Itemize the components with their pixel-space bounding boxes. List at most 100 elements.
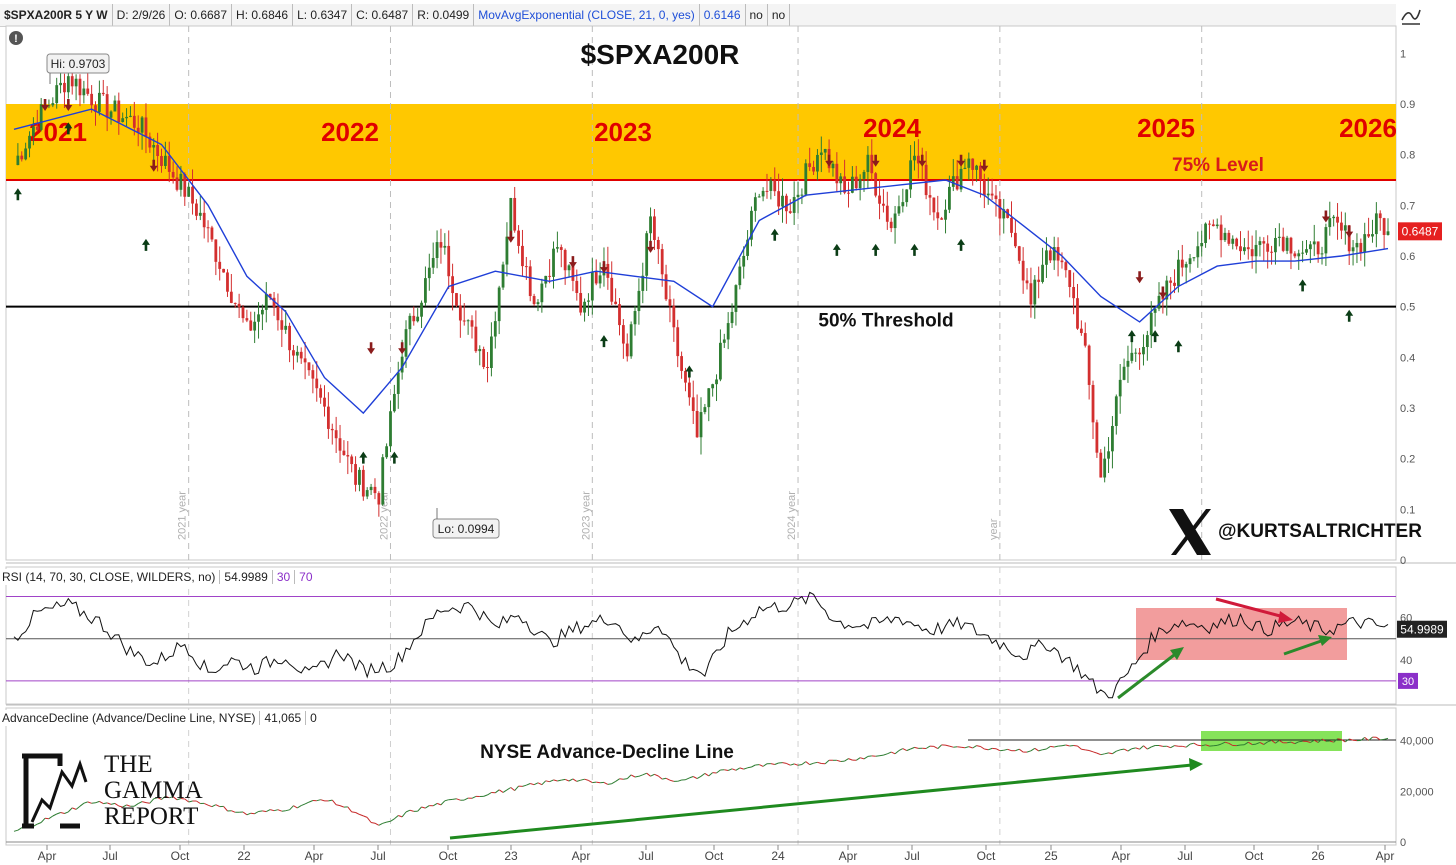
candle	[1359, 238, 1363, 261]
logo-line-3: REPORT	[104, 803, 199, 830]
candle-body	[486, 366, 489, 368]
ad-segment	[1092, 751, 1098, 754]
ad-segment	[273, 809, 279, 812]
ad-segment	[289, 805, 294, 811]
candle-body	[346, 455, 350, 457]
x-tick-label: Jul	[638, 849, 653, 863]
ema-line[interactable]	[13, 108, 1389, 415]
ad-segment	[425, 805, 430, 809]
ad-segment	[1189, 742, 1195, 745]
ad-segment	[762, 763, 768, 767]
year-label: 2022	[321, 117, 379, 147]
candle	[210, 225, 214, 242]
ad-segment	[99, 800, 104, 805]
drawing-tool-icon[interactable]	[1400, 6, 1422, 26]
candle-body	[1262, 241, 1266, 244]
year-label: 2025	[1137, 113, 1195, 143]
candle-body	[167, 155, 171, 172]
ad-segment	[118, 805, 123, 808]
candle	[656, 236, 660, 264]
candle-body	[583, 301, 586, 313]
ad-segment	[1135, 747, 1140, 750]
candle-body	[971, 158, 975, 170]
ad-segment	[995, 748, 1001, 752]
candle-body	[373, 486, 377, 494]
candle	[555, 231, 559, 253]
symbol-label[interactable]: $SPXA200R 5 Y W	[0, 4, 113, 26]
candle-body	[268, 293, 272, 298]
ad-segment	[1143, 745, 1148, 750]
ad-segment	[984, 748, 989, 751]
study-label[interactable]: MovAvgExponential (CLOSE, 21, 0, yes)	[474, 4, 700, 26]
candle-body	[955, 176, 959, 190]
candle	[1103, 446, 1107, 483]
candle-body	[412, 315, 416, 322]
candle	[474, 310, 478, 353]
candle	[1041, 247, 1044, 284]
ad-segment	[743, 767, 748, 770]
candle	[901, 188, 905, 213]
rsi-line[interactable]	[13, 591, 1389, 699]
candle-body	[490, 336, 493, 368]
ad-segment	[1185, 743, 1191, 748]
ad-segment	[770, 763, 775, 765]
ad-segment	[906, 748, 911, 752]
info-icon[interactable]	[9, 31, 23, 45]
ad-segment	[487, 792, 492, 796]
ad-segment	[107, 802, 112, 805]
candle	[307, 362, 311, 376]
candle-body	[726, 323, 730, 340]
candle-body	[1173, 282, 1176, 286]
candle	[979, 161, 982, 198]
candle-body	[629, 324, 633, 357]
candle-body	[594, 271, 598, 284]
candle-body	[575, 280, 579, 294]
buy-arrow	[141, 238, 150, 251]
candle	[295, 345, 299, 363]
candle	[493, 311, 497, 349]
ad-segment	[1376, 736, 1381, 741]
ad-segment	[351, 811, 356, 813]
candle	[408, 313, 412, 346]
candle	[932, 197, 936, 221]
ad-segment	[1065, 744, 1070, 747]
candle	[990, 178, 994, 201]
candle-body	[660, 249, 664, 275]
ad-segment	[293, 805, 298, 809]
sell-arrow	[646, 240, 655, 253]
ad-segment	[1116, 749, 1121, 752]
candle-body	[699, 412, 703, 438]
candle	[975, 164, 978, 182]
x-tick-label: Apr	[305, 849, 324, 863]
candle	[125, 108, 128, 127]
ad-segment	[1337, 738, 1342, 740]
candle	[24, 142, 28, 161]
x-tick-label: Apr	[1376, 849, 1395, 863]
candle	[1250, 235, 1254, 269]
ad-segment	[436, 802, 442, 806]
ad-segment	[530, 783, 535, 786]
rsi-title[interactable]: RSI (14, 70, 30, CLOSE, WILDERS, no)	[2, 570, 216, 584]
candle-body	[1122, 366, 1126, 380]
candle	[233, 302, 237, 308]
candle	[1340, 211, 1343, 240]
candle-body	[1114, 396, 1118, 426]
candle	[765, 173, 769, 199]
candle-body	[1347, 225, 1351, 252]
ad-line-group[interactable]	[13, 736, 1389, 832]
candle	[812, 160, 815, 175]
candle	[866, 146, 870, 189]
ad-segment	[603, 781, 609, 785]
candle-body	[711, 384, 715, 389]
y-tick-label: 0	[1400, 555, 1406, 567]
ad-title[interactable]: AdvanceDecline (Advance/Decline Line, NY…	[2, 711, 256, 725]
candle	[466, 319, 470, 335]
candle-body	[1223, 232, 1227, 241]
ad-segment	[642, 772, 647, 776]
candle	[618, 298, 621, 336]
candle-body	[1130, 352, 1134, 361]
candle-body	[435, 242, 439, 259]
candle-body	[121, 118, 125, 123]
candle-body	[280, 320, 284, 330]
